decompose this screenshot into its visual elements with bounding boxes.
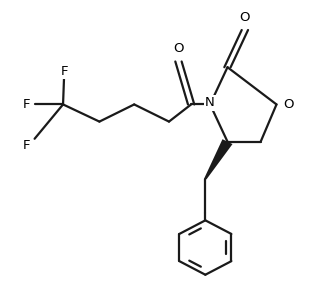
Text: O: O [283,98,294,111]
Text: F: F [23,98,30,111]
Text: O: O [240,11,250,24]
Text: F: F [60,65,68,78]
Polygon shape [204,139,233,179]
Text: N: N [205,97,215,110]
Text: O: O [173,42,184,55]
Text: F: F [23,139,30,152]
